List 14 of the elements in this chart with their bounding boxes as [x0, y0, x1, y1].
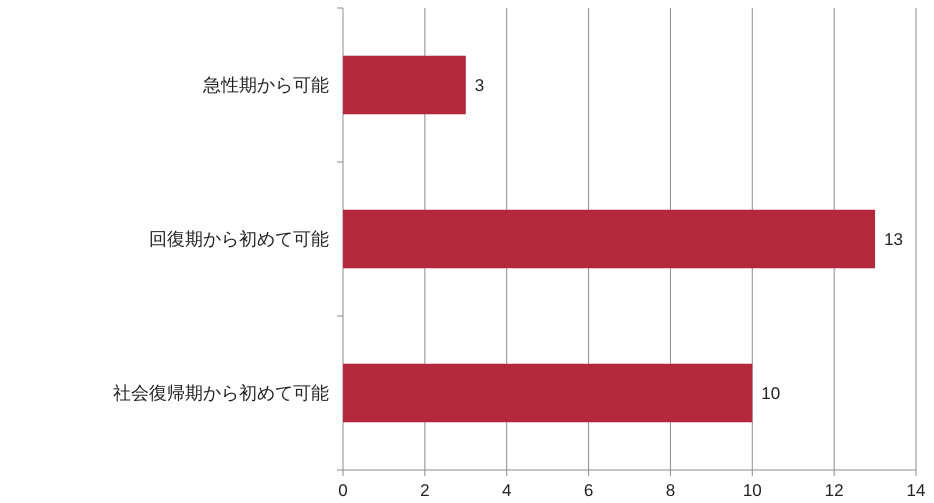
x-tick-label: 0: [338, 481, 348, 500]
y-tick-label: 回復期から初めて可能: [149, 229, 329, 249]
x-tick-label: 12: [824, 481, 844, 500]
data-label: 13: [884, 230, 903, 249]
y-tick-label: 社会復帰期から初めて可能: [113, 383, 329, 403]
x-tick-label: 6: [584, 481, 594, 500]
data-label: 10: [761, 384, 780, 403]
y-tick-label: 急性期から可能: [202, 75, 329, 95]
x-tick-label: 10: [742, 481, 762, 500]
x-tick-label: 4: [502, 481, 512, 500]
x-tick-label: 2: [420, 481, 430, 500]
data-label: 3: [474, 76, 484, 95]
x-tick-label: 14: [906, 481, 926, 500]
x-tick-label: 8: [666, 481, 676, 500]
